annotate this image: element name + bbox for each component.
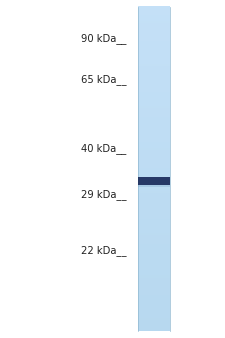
- Text: 65 kDa__: 65 kDa__: [81, 74, 126, 85]
- Text: 90 kDa__: 90 kDa__: [81, 33, 126, 44]
- Text: 22 kDa__: 22 kDa__: [81, 245, 126, 256]
- Bar: [138, 177, 170, 185]
- Text: 40 kDa__: 40 kDa__: [81, 143, 126, 154]
- Bar: [138, 185, 170, 187]
- Text: 29 kDa__: 29 kDa__: [81, 189, 126, 200]
